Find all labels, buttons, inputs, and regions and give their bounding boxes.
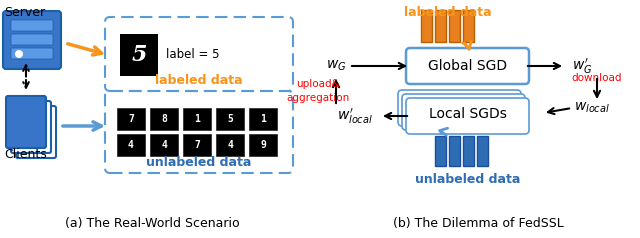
Bar: [421, 10, 432, 42]
Text: upload&
aggregation: upload& aggregation: [286, 79, 349, 103]
Bar: [449, 136, 460, 166]
Text: 4: 4: [161, 140, 167, 150]
Text: (b) The Dilemma of FedSSL: (b) The Dilemma of FedSSL: [392, 217, 563, 230]
Bar: [183, 108, 211, 130]
Text: 4: 4: [128, 140, 134, 150]
Text: $w_G$: $w_G$: [326, 59, 346, 73]
Text: 5: 5: [131, 44, 147, 66]
FancyBboxPatch shape: [11, 20, 53, 31]
Text: 9: 9: [260, 140, 266, 150]
Text: Local SGDs: Local SGDs: [429, 107, 506, 121]
FancyBboxPatch shape: [3, 11, 61, 69]
Text: Global SGD: Global SGD: [428, 59, 507, 73]
Text: 1: 1: [260, 114, 266, 124]
Text: $w_{local}'$: $w_{local}'$: [337, 106, 373, 126]
Text: $w_G'$: $w_G'$: [572, 56, 593, 76]
Text: download: download: [572, 73, 622, 83]
Bar: [150, 134, 178, 156]
Bar: [117, 108, 145, 130]
Text: 4: 4: [227, 140, 233, 150]
FancyBboxPatch shape: [406, 98, 529, 134]
Text: label = 5: label = 5: [166, 48, 220, 60]
Bar: [216, 134, 244, 156]
Text: 7: 7: [194, 140, 200, 150]
FancyBboxPatch shape: [11, 48, 53, 59]
Bar: [150, 108, 178, 130]
Bar: [120, 34, 158, 76]
Text: unlabeled data: unlabeled data: [415, 173, 521, 186]
Bar: [216, 108, 244, 130]
FancyBboxPatch shape: [406, 48, 529, 84]
Text: unlabeled data: unlabeled data: [147, 155, 252, 169]
Bar: [477, 136, 488, 166]
Text: Server: Server: [4, 6, 45, 19]
Bar: [117, 134, 145, 156]
FancyBboxPatch shape: [402, 94, 525, 130]
FancyBboxPatch shape: [6, 96, 46, 148]
FancyBboxPatch shape: [16, 106, 56, 158]
FancyBboxPatch shape: [11, 34, 53, 45]
Bar: [435, 136, 446, 166]
Text: Clients: Clients: [4, 148, 47, 161]
Bar: [183, 134, 211, 156]
Text: (a) The Real-World Scenario: (a) The Real-World Scenario: [65, 217, 239, 230]
Bar: [463, 136, 474, 166]
FancyBboxPatch shape: [398, 90, 521, 126]
Bar: [449, 10, 460, 42]
Text: 7: 7: [128, 114, 134, 124]
Bar: [249, 134, 277, 156]
Circle shape: [15, 50, 23, 58]
Text: 8: 8: [161, 114, 167, 124]
Bar: [249, 108, 277, 130]
Text: 1: 1: [194, 114, 200, 124]
Text: $w_{local}$: $w_{local}$: [574, 101, 610, 115]
FancyBboxPatch shape: [11, 101, 51, 153]
Bar: [435, 10, 446, 42]
Bar: [463, 10, 474, 42]
Text: labeled data: labeled data: [404, 6, 492, 19]
Text: 5: 5: [227, 114, 233, 124]
Text: labeled data: labeled data: [155, 74, 243, 86]
